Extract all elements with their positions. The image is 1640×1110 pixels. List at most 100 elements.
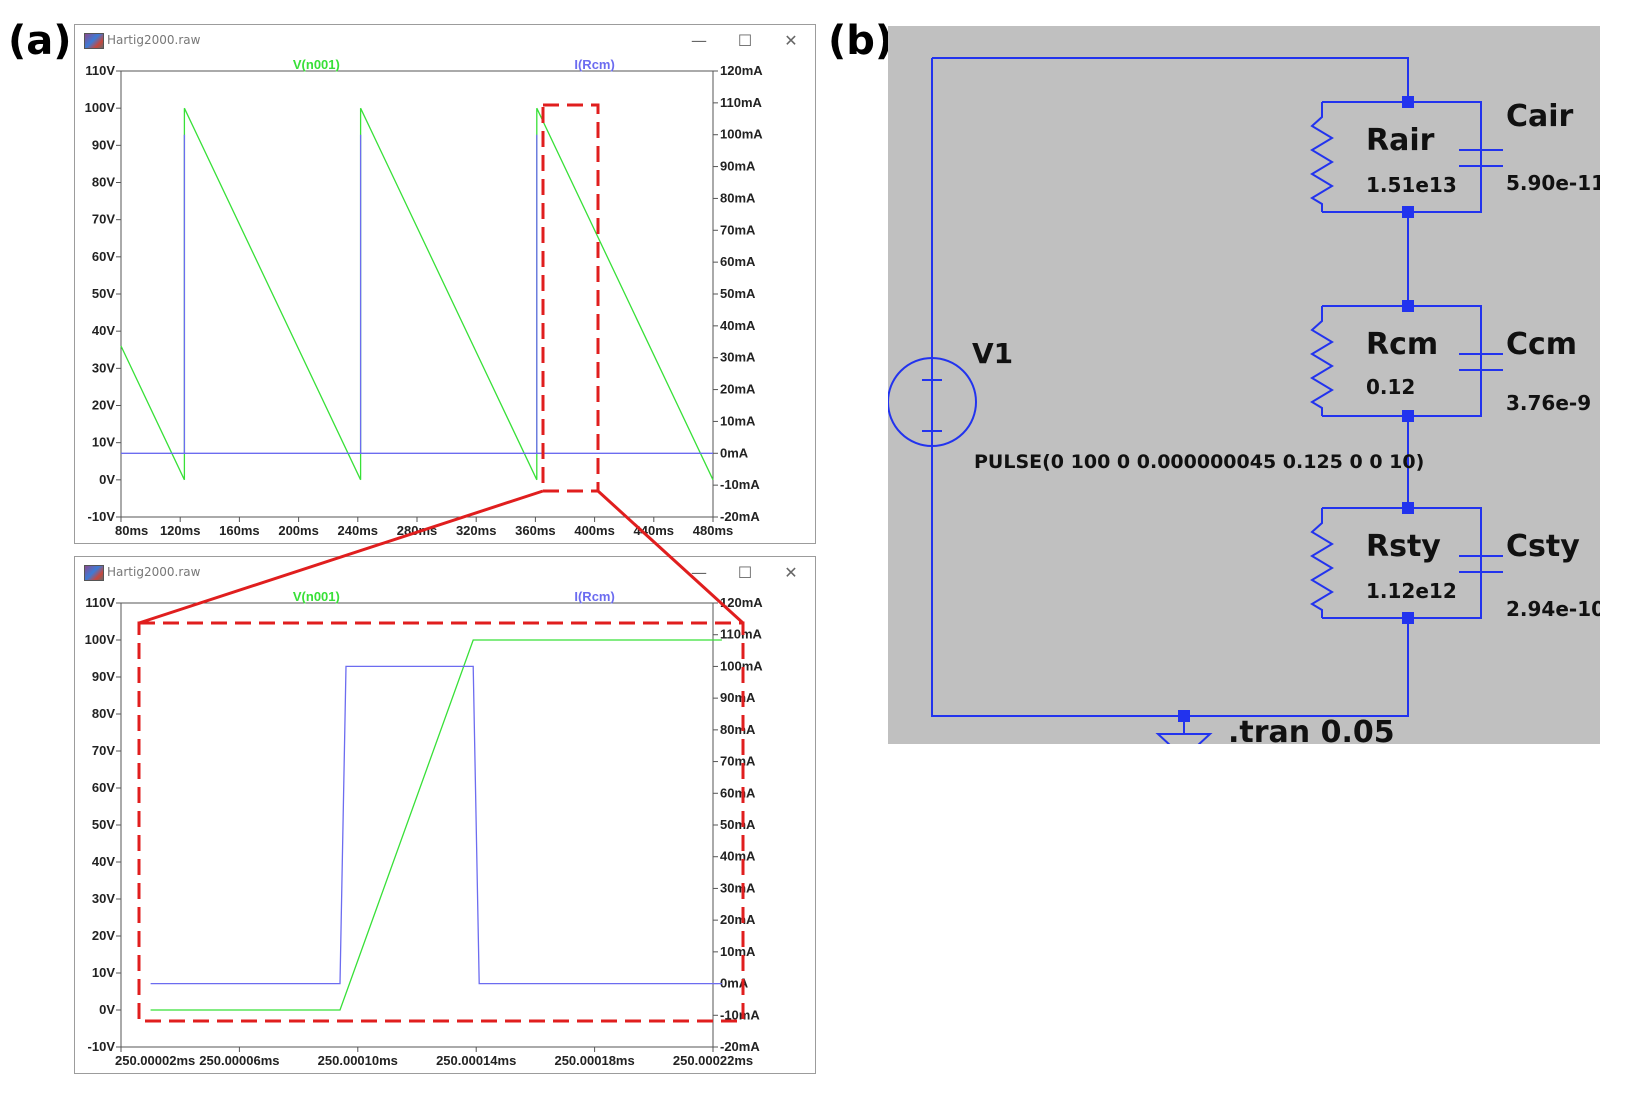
y-right-tick-label: 80mA	[720, 190, 756, 205]
series-line-current	[121, 134, 713, 454]
close-button[interactable]: ✕	[784, 563, 798, 582]
y-left-tick-label: 30V	[92, 891, 115, 906]
circuit-schematic[interactable]: V1 PULSE(0 100 0 0.000000045 0.125 0 0 1…	[887, 26, 1605, 760]
y-left-tick-label: -10V	[88, 1039, 116, 1054]
y-right-tick-label: -20mA	[720, 509, 760, 524]
y-left-tick-label: 110V	[85, 63, 115, 78]
y-right-tick-label: 60mA	[720, 254, 756, 269]
plot-frame	[120, 602, 714, 1048]
x-tick-label: 250.00010ms	[318, 1053, 398, 1068]
close-button[interactable]: ✕	[784, 31, 798, 50]
y-right-tick-label: 70mA	[720, 754, 756, 769]
capacitor-name: Cair	[1506, 99, 1574, 134]
maximize-button[interactable]: ☐	[737, 31, 753, 50]
source-spec: PULSE(0 100 0 0.000000045 0.125 0 0 10)	[974, 451, 1424, 473]
y-left-tick-label: 40V	[92, 323, 115, 338]
maximize-button[interactable]: ☐	[737, 563, 753, 582]
capacitor-name: Csty	[1506, 529, 1580, 564]
voltage-source-symbol[interactable]	[887, 357, 977, 447]
capacitor-value: 5.90e-11	[1506, 171, 1600, 195]
y-right-tick-label: 110mA	[720, 95, 763, 110]
y-right-tick-label: 80mA	[720, 722, 756, 737]
y-right-tick-label: 120mA	[720, 595, 763, 610]
y-left-tick-label: 0V	[99, 1002, 115, 1017]
waveform-plot[interactable]: 110V 100V 90V 80V 70V 60V 50V 40V 30V 20V 10V 0V -10…	[75, 57, 815, 543]
x-tick-label: 250.00002ms	[115, 1053, 195, 1068]
y-right-tick-label: 50mA	[720, 817, 756, 832]
y-right-tick-label: 30mA	[720, 880, 756, 895]
y-right-tick-label: 30mA	[720, 350, 756, 365]
y-left-tick-label: 10V	[92, 965, 115, 980]
capacitor-name: Ccm	[1506, 327, 1577, 362]
junction-dots	[1178, 96, 1414, 722]
y-right-tick-label: 10mA	[720, 944, 756, 959]
y-right-tick-label: 70mA	[720, 222, 756, 237]
series-line-current	[150, 665, 722, 985]
panel-label-a: (a)	[8, 18, 72, 64]
capacitor-value: 3.76e-9	[1506, 391, 1591, 415]
stage-air-network	[1310, 101, 1503, 213]
y-right-tick-label: 0mA	[720, 976, 749, 991]
panel-label-b: (b)	[828, 18, 894, 64]
minimize-button[interactable]: —	[691, 563, 707, 582]
window-title: Hartig2000.raw	[107, 565, 201, 579]
x-tick-label: 360ms	[515, 523, 555, 538]
y-left-tick-label: 70V	[92, 212, 115, 227]
x-tick-label: 480ms	[693, 523, 733, 538]
y-left-tick-label: 90V	[92, 669, 115, 684]
y-left-tick-label: 20V	[92, 398, 115, 413]
legend-current: I(Rcm)	[574, 57, 614, 72]
series-line-voltage	[120, 107, 714, 481]
x-tick-label: 250.00018ms	[554, 1053, 634, 1068]
title-bar[interactable]: Hartig2000.raw — ☐ ✕	[75, 25, 815, 57]
legend-voltage: V(n001)	[293, 57, 340, 72]
x-tick-label: 320ms	[456, 523, 496, 538]
x-tick-label: 440ms	[634, 523, 674, 538]
y-left-tick-label: 30V	[92, 360, 115, 375]
waveform-app-icon	[84, 565, 104, 581]
y-right-tick-label: 40mA	[720, 318, 756, 333]
x-tick-label: 240ms	[338, 523, 378, 538]
waveform-plot[interactable]: 110V 100V 90V 80V 70V 60V 50V 40V 30V 20V 10V 0V -10…	[75, 589, 815, 1073]
y-right-tick-label: 40mA	[720, 849, 756, 864]
title-bar[interactable]: Hartig2000.raw — ☐ ✕	[75, 557, 815, 589]
y-right-tick-label: 100mA	[720, 127, 763, 142]
minimize-button[interactable]: —	[691, 31, 707, 50]
x-tick-label: 250.00022ms	[673, 1053, 753, 1068]
x-tick-label: 160ms	[219, 523, 259, 538]
capacitor-value: 2.94e-10	[1506, 597, 1600, 621]
simulation-directive: .tran 0.05	[1228, 715, 1395, 744]
waveform-app-icon	[84, 33, 104, 49]
y-left-tick-label: 50V	[92, 286, 115, 301]
y-left-tick-label: 10V	[92, 435, 115, 450]
y-left-tick-label: 50V	[92, 817, 115, 832]
schematic-canvas[interactable]: V1 PULSE(0 100 0 0.000000045 0.125 0 0 1…	[887, 26, 1605, 760]
resistor-value: 1.12e12	[1366, 579, 1457, 603]
y-left-tick-label: 110V	[85, 595, 115, 610]
y-right-tick-label: 0mA	[720, 445, 749, 460]
x-tick-label: 80ms	[115, 523, 148, 538]
y-right-tick-label: 120mA	[720, 63, 763, 78]
y-left-tick-label: 80V	[92, 706, 115, 721]
y-right-tick-label: 60mA	[720, 785, 756, 800]
y-right-tick-label: 10mA	[720, 413, 756, 428]
window-title: Hartig2000.raw	[107, 33, 201, 47]
waveform-window-top[interactable]: Hartig2000.raw — ☐ ✕ 110V 100V 90V 80V 70V 60…	[74, 24, 816, 544]
y-right-tick-label: -10mA	[720, 477, 760, 492]
x-tick-label: 120ms	[160, 523, 200, 538]
x-tick-label: 400ms	[574, 523, 614, 538]
y-right-tick-label: 20mA	[720, 912, 756, 927]
y-right-tick-label: 90mA	[720, 159, 756, 174]
resistor-name: Rcm	[1366, 327, 1438, 362]
x-tick-label: 250.00014ms	[436, 1053, 516, 1068]
x-tick-label: 200ms	[278, 523, 318, 538]
y-left-tick-label: 100V	[85, 632, 116, 647]
y-left-tick-label: 40V	[92, 854, 115, 869]
resistor-name: Rair	[1366, 123, 1435, 158]
y-right-tick-label: -10mA	[720, 1007, 760, 1022]
y-left-tick-label: 20V	[92, 928, 115, 943]
y-right-tick-label: 50mA	[720, 286, 756, 301]
y-left-tick-label: 0V	[99, 472, 115, 487]
resistor-value: 1.51e13	[1366, 173, 1457, 197]
waveform-window-bottom[interactable]: Hartig2000.raw — ☐ ✕ 110V 100V 90V 80V 70V 60…	[74, 556, 816, 1074]
